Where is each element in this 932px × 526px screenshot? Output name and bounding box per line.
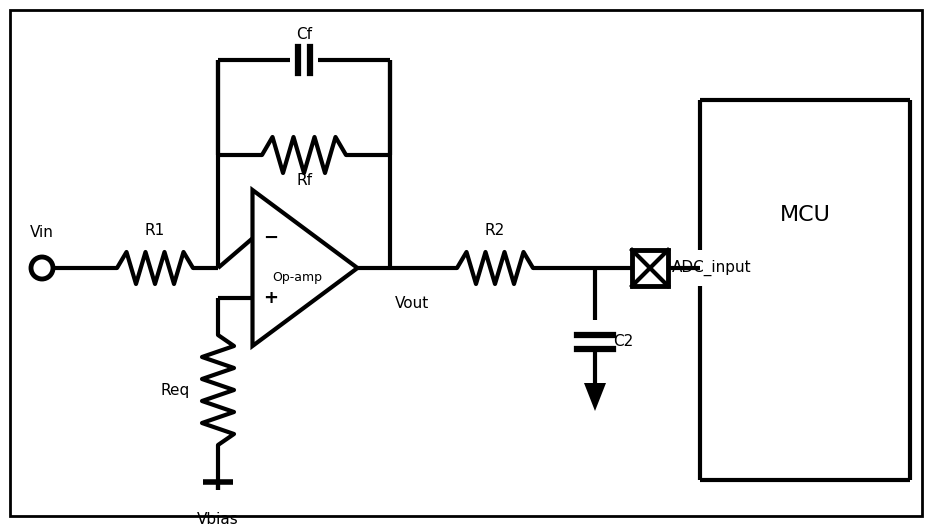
Text: +: + — [263, 289, 278, 307]
Text: Vin: Vin — [30, 225, 54, 240]
Text: Vout: Vout — [395, 296, 430, 311]
Text: Cf: Cf — [296, 27, 312, 42]
Text: R2: R2 — [485, 223, 505, 238]
Text: Vbias: Vbias — [198, 512, 239, 526]
Text: ADC_input: ADC_input — [672, 260, 751, 276]
Text: R1: R1 — [144, 223, 165, 238]
Text: Rf: Rf — [296, 173, 312, 188]
Text: Op-amp: Op-amp — [272, 271, 322, 285]
Text: MCU: MCU — [779, 205, 830, 225]
Text: −: − — [263, 229, 278, 247]
Text: Req: Req — [160, 382, 190, 398]
Text: C2: C2 — [613, 335, 633, 349]
Polygon shape — [584, 383, 606, 411]
Bar — [632, 250, 668, 286]
